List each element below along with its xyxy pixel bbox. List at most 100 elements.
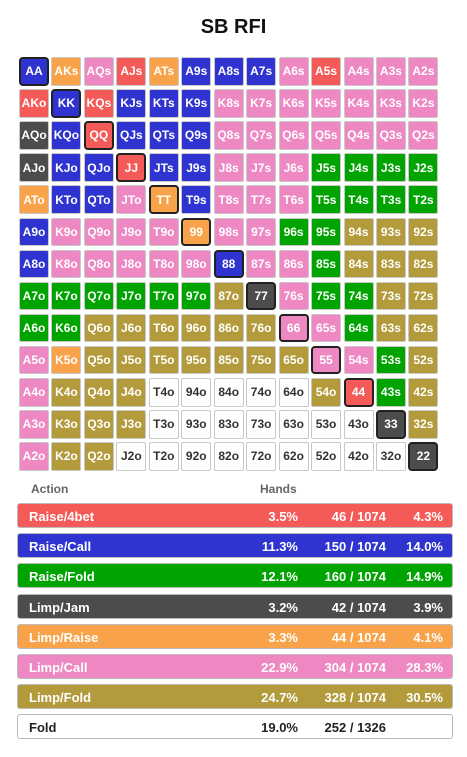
hand-cell[interactable]: K9s: [181, 89, 212, 118]
hand-cell[interactable]: K2o: [51, 442, 82, 471]
hand-cell[interactable]: 99: [181, 217, 212, 246]
hand-cell[interactable]: 42o: [343, 442, 374, 471]
hand-cell[interactable]: KJo: [51, 153, 82, 182]
hand-cell[interactable]: T4o: [148, 378, 179, 407]
hand-cell[interactable]: AKo: [19, 89, 49, 118]
hand-cell[interactable]: T9o: [148, 217, 179, 246]
hand-cell[interactable]: QQ: [83, 121, 114, 150]
hand-cell[interactable]: A7s: [246, 57, 277, 86]
hand-cell[interactable]: J4s: [343, 153, 374, 182]
hand-cell[interactable]: QJo: [83, 153, 114, 182]
hand-cell[interactable]: 84o: [213, 378, 244, 407]
hand-cell[interactable]: Q8s: [213, 121, 244, 150]
hand-cell[interactable]: 74o: [246, 378, 277, 407]
hand-cell[interactable]: 75o: [246, 345, 277, 375]
hand-cell[interactable]: J5o: [116, 345, 147, 375]
hand-cell[interactable]: K6o: [51, 313, 82, 343]
hand-cell[interactable]: T8o: [148, 249, 179, 279]
hand-cell[interactable]: K6s: [278, 89, 309, 118]
hand-cell[interactable]: 63o: [278, 410, 309, 439]
hand-cell[interactable]: T9s: [181, 185, 212, 214]
hand-cell[interactable]: J2s: [408, 153, 439, 182]
hand-cell[interactable]: 88: [213, 249, 244, 279]
hand-cell[interactable]: TT: [148, 185, 179, 214]
hand-cell[interactable]: Q3s: [375, 121, 406, 150]
hand-cell[interactable]: Q7s: [246, 121, 277, 150]
hand-cell[interactable]: 94s: [343, 217, 374, 246]
hand-cell[interactable]: 94o: [181, 378, 212, 407]
hand-cell[interactable]: T7o: [148, 281, 179, 311]
hand-cell[interactable]: JTo: [116, 185, 147, 214]
hand-cell[interactable]: J3o: [116, 410, 147, 439]
hand-cell[interactable]: 82o: [213, 442, 244, 471]
hand-cell[interactable]: 53s: [375, 345, 406, 375]
hand-cell[interactable]: KQo: [51, 121, 82, 150]
hand-cell[interactable]: 62s: [408, 313, 439, 343]
hand-cell[interactable]: T5o: [148, 345, 179, 375]
hand-cell[interactable]: 44: [343, 378, 374, 407]
hand-cell[interactable]: 62o: [278, 442, 309, 471]
hand-cell[interactable]: 75s: [311, 281, 342, 311]
hand-cell[interactable]: A5s: [311, 57, 342, 86]
hand-cell[interactable]: KJs: [116, 89, 147, 118]
hand-cell[interactable]: Q5o: [83, 345, 114, 375]
hand-cell[interactable]: 55: [311, 345, 342, 375]
hand-cell[interactable]: A3o: [19, 410, 49, 439]
hand-cell[interactable]: A7o: [19, 281, 49, 311]
hand-cell[interactable]: 98o: [181, 249, 212, 279]
hand-cell[interactable]: T3o: [148, 410, 179, 439]
hand-cell[interactable]: Q9s: [181, 121, 212, 150]
hand-cell[interactable]: 97s: [246, 217, 277, 246]
hand-cell[interactable]: A9o: [19, 217, 49, 246]
hand-cell[interactable]: KTs: [148, 89, 179, 118]
hand-cell[interactable]: Q2s: [408, 121, 439, 150]
hand-cell[interactable]: T6s: [278, 185, 309, 214]
hand-cell[interactable]: A8s: [213, 57, 244, 86]
hand-cell[interactable]: 77: [246, 281, 277, 311]
hand-cell[interactable]: 73s: [375, 281, 406, 311]
hand-cell[interactable]: QTs: [148, 121, 179, 150]
hand-cell[interactable]: J9s: [181, 153, 212, 182]
hand-cell[interactable]: J6s: [278, 153, 309, 182]
hand-cell[interactable]: QTo: [83, 185, 114, 214]
hand-cell[interactable]: T8s: [213, 185, 244, 214]
hand-cell[interactable]: Q6o: [83, 313, 114, 343]
hand-cell[interactable]: A6o: [19, 313, 49, 343]
hand-cell[interactable]: K3o: [51, 410, 82, 439]
hand-cell[interactable]: K5s: [311, 89, 342, 118]
hand-cell[interactable]: 85s: [311, 249, 342, 279]
hand-cell[interactable]: 98s: [213, 217, 244, 246]
hand-cell[interactable]: J3s: [375, 153, 406, 182]
hand-cell[interactable]: 84s: [343, 249, 374, 279]
hand-cell[interactable]: 92s: [408, 217, 439, 246]
hand-cell[interactable]: 96o: [181, 313, 212, 343]
hand-cell[interactable]: ATo: [19, 185, 49, 214]
hand-cell[interactable]: KTo: [51, 185, 82, 214]
hand-cell[interactable]: T2o: [148, 442, 179, 471]
hand-cell[interactable]: J8o: [116, 249, 147, 279]
hand-cell[interactable]: 85o: [213, 345, 244, 375]
hand-cell[interactable]: Q9o: [83, 217, 114, 246]
hand-cell[interactable]: J9o: [116, 217, 147, 246]
hand-cell[interactable]: 52s: [408, 345, 439, 375]
hand-cell[interactable]: K9o: [51, 217, 82, 246]
hand-cell[interactable]: J7s: [246, 153, 277, 182]
hand-cell[interactable]: Q4o: [83, 378, 114, 407]
hand-cell[interactable]: T4s: [343, 185, 374, 214]
hand-cell[interactable]: A2o: [19, 442, 49, 471]
hand-cell[interactable]: 43s: [375, 378, 406, 407]
hand-cell[interactable]: 64o: [278, 378, 309, 407]
hand-cell[interactable]: Q4s: [343, 121, 374, 150]
hand-cell[interactable]: 74s: [343, 281, 374, 311]
hand-cell[interactable]: J6o: [116, 313, 147, 343]
hand-cell[interactable]: T7s: [246, 185, 277, 214]
hand-cell[interactable]: 43o: [343, 410, 374, 439]
hand-cell[interactable]: J4o: [116, 378, 147, 407]
hand-cell[interactable]: QJs: [116, 121, 147, 150]
hand-cell[interactable]: 96s: [278, 217, 309, 246]
hand-cell[interactable]: JJ: [116, 153, 147, 182]
hand-cell[interactable]: A5o: [19, 345, 49, 375]
hand-cell[interactable]: AJo: [19, 153, 49, 182]
hand-cell[interactable]: AKs: [51, 57, 82, 86]
hand-cell[interactable]: 76o: [246, 313, 277, 343]
